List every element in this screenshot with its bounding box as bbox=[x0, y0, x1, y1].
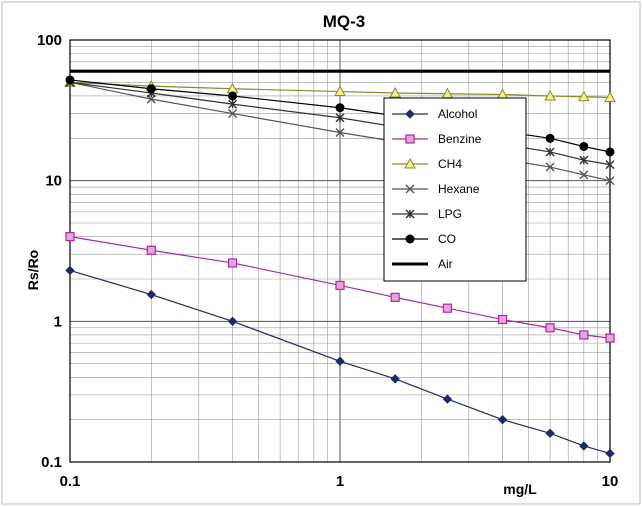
data-point-benzine bbox=[390, 292, 400, 302]
y-tick-label: 10 bbox=[45, 173, 62, 190]
y-axis-label: Rs/Ro bbox=[25, 250, 41, 290]
data-point-benzine bbox=[605, 333, 615, 343]
data-point-lpg bbox=[579, 155, 589, 165]
legend-label-benzine: Benzine bbox=[438, 132, 482, 146]
data-point-co bbox=[545, 133, 555, 143]
marker-stroke bbox=[579, 170, 589, 180]
legend-marker-lpg bbox=[405, 209, 415, 219]
x-tick-label: 0.1 bbox=[60, 473, 81, 490]
legend-label-hexane: Hexane bbox=[438, 182, 480, 196]
tick-labels: 0.1 1 10 0.1 1 10 100 bbox=[37, 32, 618, 490]
data-point-benzine bbox=[579, 330, 589, 340]
data-point-co bbox=[335, 103, 345, 113]
data-point-co bbox=[605, 147, 615, 157]
data-point-benzine bbox=[497, 314, 508, 325]
legend-item-air: Air bbox=[392, 257, 453, 271]
y-tick-label: 100 bbox=[37, 32, 62, 49]
data-point-hexane bbox=[228, 109, 238, 119]
data-point-ch4 bbox=[577, 90, 590, 102]
y-tick-label: 0.1 bbox=[41, 454, 62, 471]
legend-item-lpg: LPG bbox=[392, 207, 462, 221]
data-point-benzine bbox=[227, 258, 238, 268]
data-point-co bbox=[146, 84, 156, 94]
legend-label-alcohol: Alcohol bbox=[438, 107, 477, 121]
legend-item-benzine: Benzine bbox=[392, 132, 482, 146]
data-point-lpg bbox=[545, 147, 555, 157]
data-point-alcohol bbox=[579, 441, 589, 451]
legend-marker-co bbox=[405, 234, 415, 244]
data-point-alcohol bbox=[390, 374, 400, 384]
data-point-co bbox=[228, 91, 238, 101]
data-point-alcohol bbox=[227, 316, 238, 327]
legend-label-co: CO bbox=[438, 232, 456, 246]
marker-stroke bbox=[545, 162, 555, 172]
data-point-alcohol bbox=[545, 428, 555, 438]
series-alcohol bbox=[65, 265, 615, 459]
legend-marker-hexane bbox=[405, 184, 415, 194]
data-point-co bbox=[579, 141, 589, 151]
data-point-hexane bbox=[579, 170, 589, 180]
data-point-hexane bbox=[605, 176, 615, 186]
data-point-alcohol bbox=[605, 448, 615, 459]
data-point-hexane bbox=[545, 162, 555, 172]
x-tick-label: 1 bbox=[336, 473, 344, 490]
data-point-alcohol bbox=[442, 394, 453, 404]
data-point-alcohol bbox=[335, 356, 345, 366]
legend-marker-ch4 bbox=[404, 157, 416, 169]
data-point-lpg bbox=[335, 113, 345, 123]
data-point-alcohol bbox=[146, 289, 156, 300]
legend-item-co: CO bbox=[392, 232, 456, 246]
series-hexane bbox=[65, 77, 615, 186]
data-point-benzine bbox=[545, 323, 555, 333]
marker-stroke bbox=[335, 128, 345, 137]
series-line-alcohol bbox=[69, 269, 611, 455]
legend-item-alcohol: Alcohol bbox=[392, 107, 477, 121]
data-point-benzine bbox=[442, 303, 453, 313]
legend-label-ch4: CH4 bbox=[438, 157, 462, 171]
data-point-benzine bbox=[146, 245, 156, 255]
data-point-alcohol bbox=[497, 414, 508, 425]
legend: Alcohol Benzine CH4 Hexane LPG CO Air bbox=[383, 97, 527, 282]
data-point-ch4 bbox=[604, 91, 616, 103]
marker-stroke bbox=[405, 184, 415, 194]
legend-marker-alcohol bbox=[405, 109, 415, 119]
x-tick-label: 10 bbox=[602, 473, 619, 490]
legend-item-hexane: Hexane bbox=[392, 182, 480, 196]
series-line-ch4 bbox=[69, 81, 611, 99]
legend-label-air: Air bbox=[438, 257, 453, 271]
legend-label-lpg: LPG bbox=[438, 207, 462, 221]
marker-stroke bbox=[228, 109, 238, 119]
series-line-benzine bbox=[69, 236, 611, 339]
legend-item-ch4: CH4 bbox=[392, 157, 462, 171]
series-co bbox=[65, 75, 615, 157]
data-point-lpg bbox=[228, 99, 238, 109]
chart-title: MQ-3 bbox=[323, 12, 366, 31]
data-point-benzine bbox=[65, 232, 75, 242]
marker-stroke bbox=[605, 176, 615, 186]
data-point-ch4 bbox=[544, 89, 556, 101]
plot-area bbox=[69, 39, 611, 463]
legend-marker-benzine bbox=[405, 134, 415, 144]
data-point-benzine bbox=[335, 280, 345, 291]
data-point-ch4 bbox=[334, 85, 346, 97]
data-point-hexane bbox=[335, 128, 345, 137]
data-point-lpg bbox=[605, 160, 615, 170]
x-axis-label: mg/L bbox=[503, 481, 537, 497]
data-point-co bbox=[65, 75, 75, 85]
y-tick-label: 1 bbox=[54, 313, 62, 330]
data-point-alcohol bbox=[65, 265, 75, 276]
series-layer bbox=[64, 69, 616, 459]
series-benzine bbox=[65, 232, 615, 343]
data-point-ch4 bbox=[389, 86, 401, 98]
